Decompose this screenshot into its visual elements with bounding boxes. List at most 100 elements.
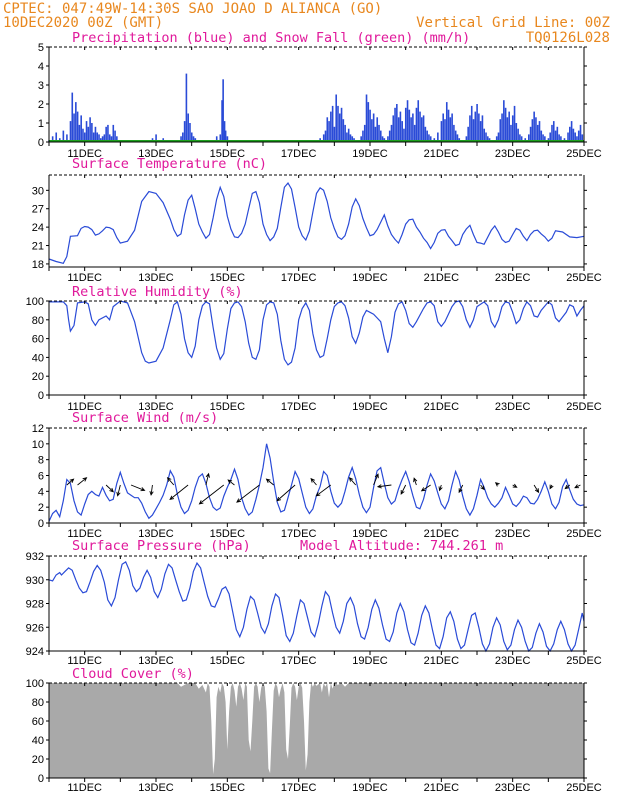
precip-bar [82, 128, 84, 142]
precip-bar [51, 136, 54, 142]
precip-bar [189, 123, 191, 142]
y-tick-label: 24 [32, 222, 44, 234]
precip-bar [410, 117, 412, 142]
precip-bar [479, 121, 482, 142]
precip-bar [185, 73, 188, 142]
precip-bar [324, 130, 327, 142]
cloud-title: Cloud Cover (%) [72, 666, 194, 682]
x-tick-label: 23DEC [495, 528, 531, 540]
precip-bar [570, 121, 573, 142]
temp-line [48, 181, 585, 264]
precip-bar [360, 136, 362, 142]
precip-bar [485, 132, 487, 142]
precip-bar [66, 134, 68, 142]
precip-bar [219, 134, 222, 142]
pressure-annotation: Model Altitude: 744.261 m [300, 538, 503, 554]
precip-bar [403, 128, 405, 142]
precip-bar [363, 124, 366, 142]
precip-bar [531, 119, 534, 142]
precip-bar [540, 130, 543, 142]
precip-bar [365, 94, 368, 142]
precip-bar [399, 111, 402, 142]
y-tick-label: 12 [32, 423, 44, 435]
x-tick-label: 25DEC [566, 782, 602, 794]
precip-bar [542, 134, 544, 142]
precip-bar [108, 134, 111, 142]
y-tick-label: 80 [32, 315, 44, 327]
wind-vector [198, 484, 225, 505]
y-tick-label: 0 [38, 518, 44, 530]
wind-vector [420, 484, 431, 492]
precip-bar [501, 113, 503, 142]
x-tick-label: 11DEC [67, 782, 102, 794]
precip-bar [529, 126, 532, 142]
precip-bar [55, 132, 58, 142]
wind-vector [373, 473, 379, 486]
precip-bar [415, 107, 418, 142]
precip-bar [371, 119, 373, 142]
precip-bar [421, 117, 423, 142]
precip-bar [447, 109, 450, 142]
precip-bar [96, 132, 99, 142]
precip-bar [182, 132, 184, 142]
wind-vector [400, 484, 407, 495]
precip-bar [91, 123, 93, 142]
precip-bar [486, 136, 489, 142]
precip-bar [94, 126, 97, 142]
wind-vector [348, 477, 357, 486]
wind-vector [533, 484, 540, 494]
precip-bar [574, 132, 576, 142]
precip-bar [224, 130, 227, 142]
precip-bar [572, 128, 575, 142]
wind-vector [227, 479, 235, 486]
precip-bar [445, 102, 448, 142]
grid-line-note: Vertical Grid Line: 00Z [416, 15, 610, 31]
wind-panel: Surface Wind (m/s) 0 2 4 6 8 10 12 11DEC 13DEC 15D… [32, 410, 602, 540]
pressure-panel: Surface Pressure (hPa) Model Altitude: 74… [26, 538, 602, 667]
precip-bar [367, 102, 370, 142]
wind-vector [310, 477, 317, 486]
y-tick-label: 27 [32, 204, 44, 216]
x-tick-label: 21DEC [424, 782, 460, 794]
x-tick-label: 15DEC [210, 272, 246, 284]
temp-panel: Surface Temperature (nC) 18 21 24 27 30 11DEC 1… [32, 156, 602, 284]
precip-bar [511, 115, 514, 142]
x-tick-label: 17DEC [281, 272, 317, 284]
x-tick-label: 11DEC [67, 528, 102, 540]
x-tick-label: 17DEC [281, 528, 317, 540]
precip-bar [469, 115, 471, 142]
y-tick-label: 80 [32, 697, 44, 709]
precip-bar [444, 119, 446, 142]
precip-bar [424, 126, 427, 142]
precip-bar [483, 128, 486, 142]
precip-bar [75, 102, 77, 142]
wind-vector [494, 482, 500, 487]
precip-bar [340, 107, 343, 142]
precip-bar [497, 132, 500, 142]
precip-bar [98, 134, 100, 142]
precip-bar [581, 134, 584, 142]
y-tick-label: 40 [32, 735, 44, 747]
y-tick-label: 30 [32, 185, 44, 197]
wind-vector [564, 484, 571, 490]
x-tick-label: 23DEC [495, 148, 531, 160]
precip-bar [517, 128, 519, 142]
precip-bar [73, 113, 75, 142]
x-tick-label: 21DEC [424, 655, 460, 667]
precip-bar [388, 130, 391, 142]
wind-vector [130, 484, 146, 492]
precip-bar [519, 134, 521, 142]
precip-bar [80, 115, 82, 142]
x-tick-label: 15DEC [210, 528, 246, 540]
precip-bar [390, 124, 393, 142]
precip-bar [552, 121, 555, 142]
wind-vector [166, 477, 175, 486]
precip-bar [372, 113, 375, 142]
pressure-line [48, 561, 585, 653]
precip-bar [528, 134, 530, 142]
x-tick-label: 23DEC [495, 272, 531, 284]
precip-bar [535, 117, 537, 142]
precip-bar [442, 113, 445, 142]
y-tick-label: 40 [32, 352, 44, 364]
y-tick-label: 926 [26, 622, 44, 634]
